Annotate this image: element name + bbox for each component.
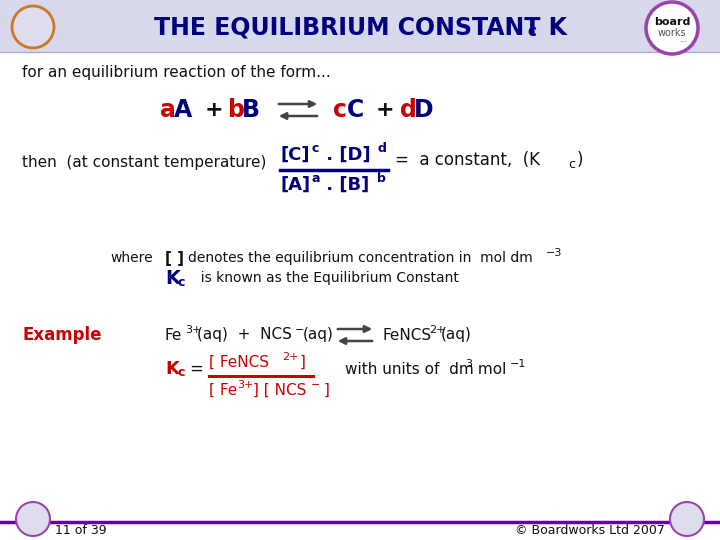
Text: +: + — [376, 100, 395, 120]
Text: c: c — [178, 275, 185, 288]
Bar — [0, 0, 720, 52]
Text: c: c — [311, 143, 318, 156]
Text: a: a — [311, 172, 320, 186]
Text: c: c — [527, 24, 536, 39]
Text: [ Fe: [ Fe — [209, 382, 238, 397]
Text: (aq): (aq) — [303, 327, 334, 342]
Text: . [B]: . [B] — [320, 176, 369, 194]
Text: c: c — [178, 367, 185, 380]
Text: is known as the Equilibrium Constant: is known as the Equilibrium Constant — [192, 271, 459, 285]
Text: 2+: 2+ — [429, 325, 446, 335]
Text: −: − — [311, 380, 320, 390]
Circle shape — [646, 2, 698, 54]
Text: c: c — [333, 98, 347, 122]
Text: then  (at constant temperature): then (at constant temperature) — [22, 154, 266, 170]
Text: b: b — [228, 98, 245, 122]
Text: a: a — [160, 98, 176, 122]
Text: 3+: 3+ — [185, 325, 202, 335]
Text: board: board — [654, 17, 690, 27]
Text: b: b — [377, 172, 386, 186]
Text: d: d — [377, 143, 386, 156]
Circle shape — [12, 6, 54, 48]
Text: −: − — [295, 325, 305, 335]
Text: for an equilibrium reaction of the form...: for an equilibrium reaction of the form.… — [22, 64, 330, 79]
Text: denotes the equilibrium concentration in  mol dm: denotes the equilibrium concentration in… — [188, 251, 533, 265]
Text: ...: ... — [679, 36, 687, 44]
Text: A: A — [174, 98, 192, 122]
Text: [C]: [C] — [280, 146, 310, 164]
Text: where: where — [110, 251, 153, 265]
Text: (aq): (aq) — [441, 327, 472, 342]
Text: FeNCS: FeNCS — [383, 327, 432, 342]
Text: THE EQUILIBRIUM CONSTANT K: THE EQUILIBRIUM CONSTANT K — [153, 15, 567, 39]
Text: K: K — [165, 360, 179, 378]
Text: −1: −1 — [510, 359, 526, 369]
Text: [ FeNCS: [ FeNCS — [209, 354, 269, 369]
Text: C: C — [347, 98, 364, 122]
Text: c: c — [568, 158, 575, 171]
Text: © Boardworks Ltd 2007: © Boardworks Ltd 2007 — [515, 523, 665, 537]
Text: Example: Example — [22, 326, 102, 344]
Text: 2+: 2+ — [282, 352, 299, 362]
Text: Fe: Fe — [165, 327, 182, 342]
Circle shape — [670, 502, 704, 536]
Text: (aq)  +  NCS: (aq) + NCS — [197, 327, 292, 342]
Text: K: K — [165, 268, 180, 287]
Text: . [D]: . [D] — [320, 146, 371, 164]
Text: =  a constant,  (K: = a constant, (K — [395, 151, 540, 169]
Text: 11 of 39: 11 of 39 — [55, 523, 107, 537]
Text: works: works — [657, 28, 686, 38]
Text: [A]: [A] — [280, 176, 310, 194]
Text: ): ) — [577, 151, 583, 169]
Text: [ ]: [ ] — [165, 251, 184, 266]
Text: 3: 3 — [465, 359, 472, 369]
Text: ] [ NCS: ] [ NCS — [248, 382, 307, 397]
Text: with units of  dm: with units of dm — [345, 361, 474, 376]
Text: B: B — [242, 98, 260, 122]
Text: mol: mol — [473, 361, 506, 376]
Text: 3+: 3+ — [237, 380, 253, 390]
Text: d: d — [400, 98, 417, 122]
Text: D: D — [414, 98, 433, 122]
Text: +: + — [205, 100, 224, 120]
Text: ]: ] — [295, 354, 306, 369]
Text: −3: −3 — [546, 248, 562, 258]
Text: =: = — [189, 360, 203, 378]
Circle shape — [16, 502, 50, 536]
Text: ]: ] — [319, 382, 330, 397]
